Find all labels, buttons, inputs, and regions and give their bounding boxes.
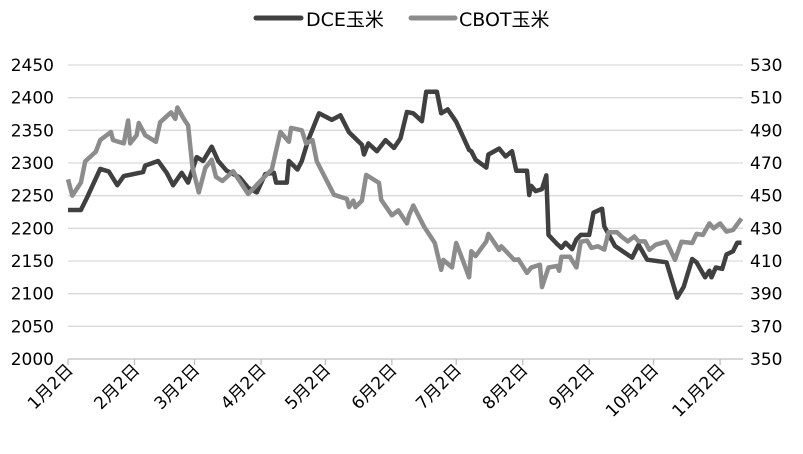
y-tick-label: 2450 (11, 56, 54, 76)
y-tick-label: 2050 (11, 317, 54, 337)
y-tick-label: 2200 (11, 219, 54, 239)
right-y-axis: 350 370 390 410 430 450 470 490 510 530 (750, 56, 782, 370)
y2-tick-label: 390 (750, 285, 782, 305)
y2-tick-label: 430 (750, 219, 782, 239)
series-line-dce (68, 89, 742, 300)
y-tick-label: 2100 (11, 285, 54, 305)
y2-tick-label: 510 (750, 89, 782, 109)
legend: DCE玉米 CBOT玉米 (253, 9, 550, 31)
gridlines (68, 64, 743, 327)
legend-label-cbot: CBOT玉米 (459, 9, 550, 31)
x-tick-label: 5月2日 (281, 360, 334, 413)
y-tick-label: 2300 (11, 154, 54, 174)
y-tick-label: 2250 (11, 187, 54, 207)
legend-label-dce: DCE玉米 (306, 9, 384, 31)
y2-tick-label: 490 (750, 121, 782, 141)
y-tick-label: 2000 (11, 350, 54, 370)
y-tick-label: 2150 (11, 252, 54, 272)
y-tick-label: 2400 (11, 89, 54, 109)
x-tick-label: 9月2日 (545, 360, 598, 413)
x-tick-label: 11月2日 (668, 360, 729, 421)
x-tick-label: 7月2日 (412, 360, 465, 413)
x-tick-label: 8月2日 (479, 360, 532, 413)
y2-tick-label: 530 (750, 56, 782, 76)
y2-tick-label: 370 (750, 317, 782, 337)
left-y-axis: 2000 2050 2100 2150 2200 2250 2300 2350 2400 2450 (11, 56, 54, 370)
series-line-cbot (65, 105, 744, 290)
y2-tick-label: 350 (750, 350, 782, 370)
x-tick-label: 3月2日 (151, 360, 204, 413)
x-tick-label: 10月2日 (602, 360, 663, 421)
y2-tick-label: 470 (750, 154, 782, 174)
series-lines (65, 89, 744, 300)
x-tick-label: 4月2日 (217, 360, 270, 413)
y2-tick-label: 410 (750, 252, 782, 272)
x-tick-label: 2月2日 (91, 360, 144, 413)
x-tick-label: 6月2日 (348, 360, 401, 413)
y-tick-label: 2350 (11, 121, 54, 141)
y2-tick-label: 450 (750, 187, 782, 207)
x-axis: 1月2日 2月2日 3月2日 4月2日 5月2日 6月2日 7月2日 8月2日 9月2日 10月2… (24, 358, 743, 422)
